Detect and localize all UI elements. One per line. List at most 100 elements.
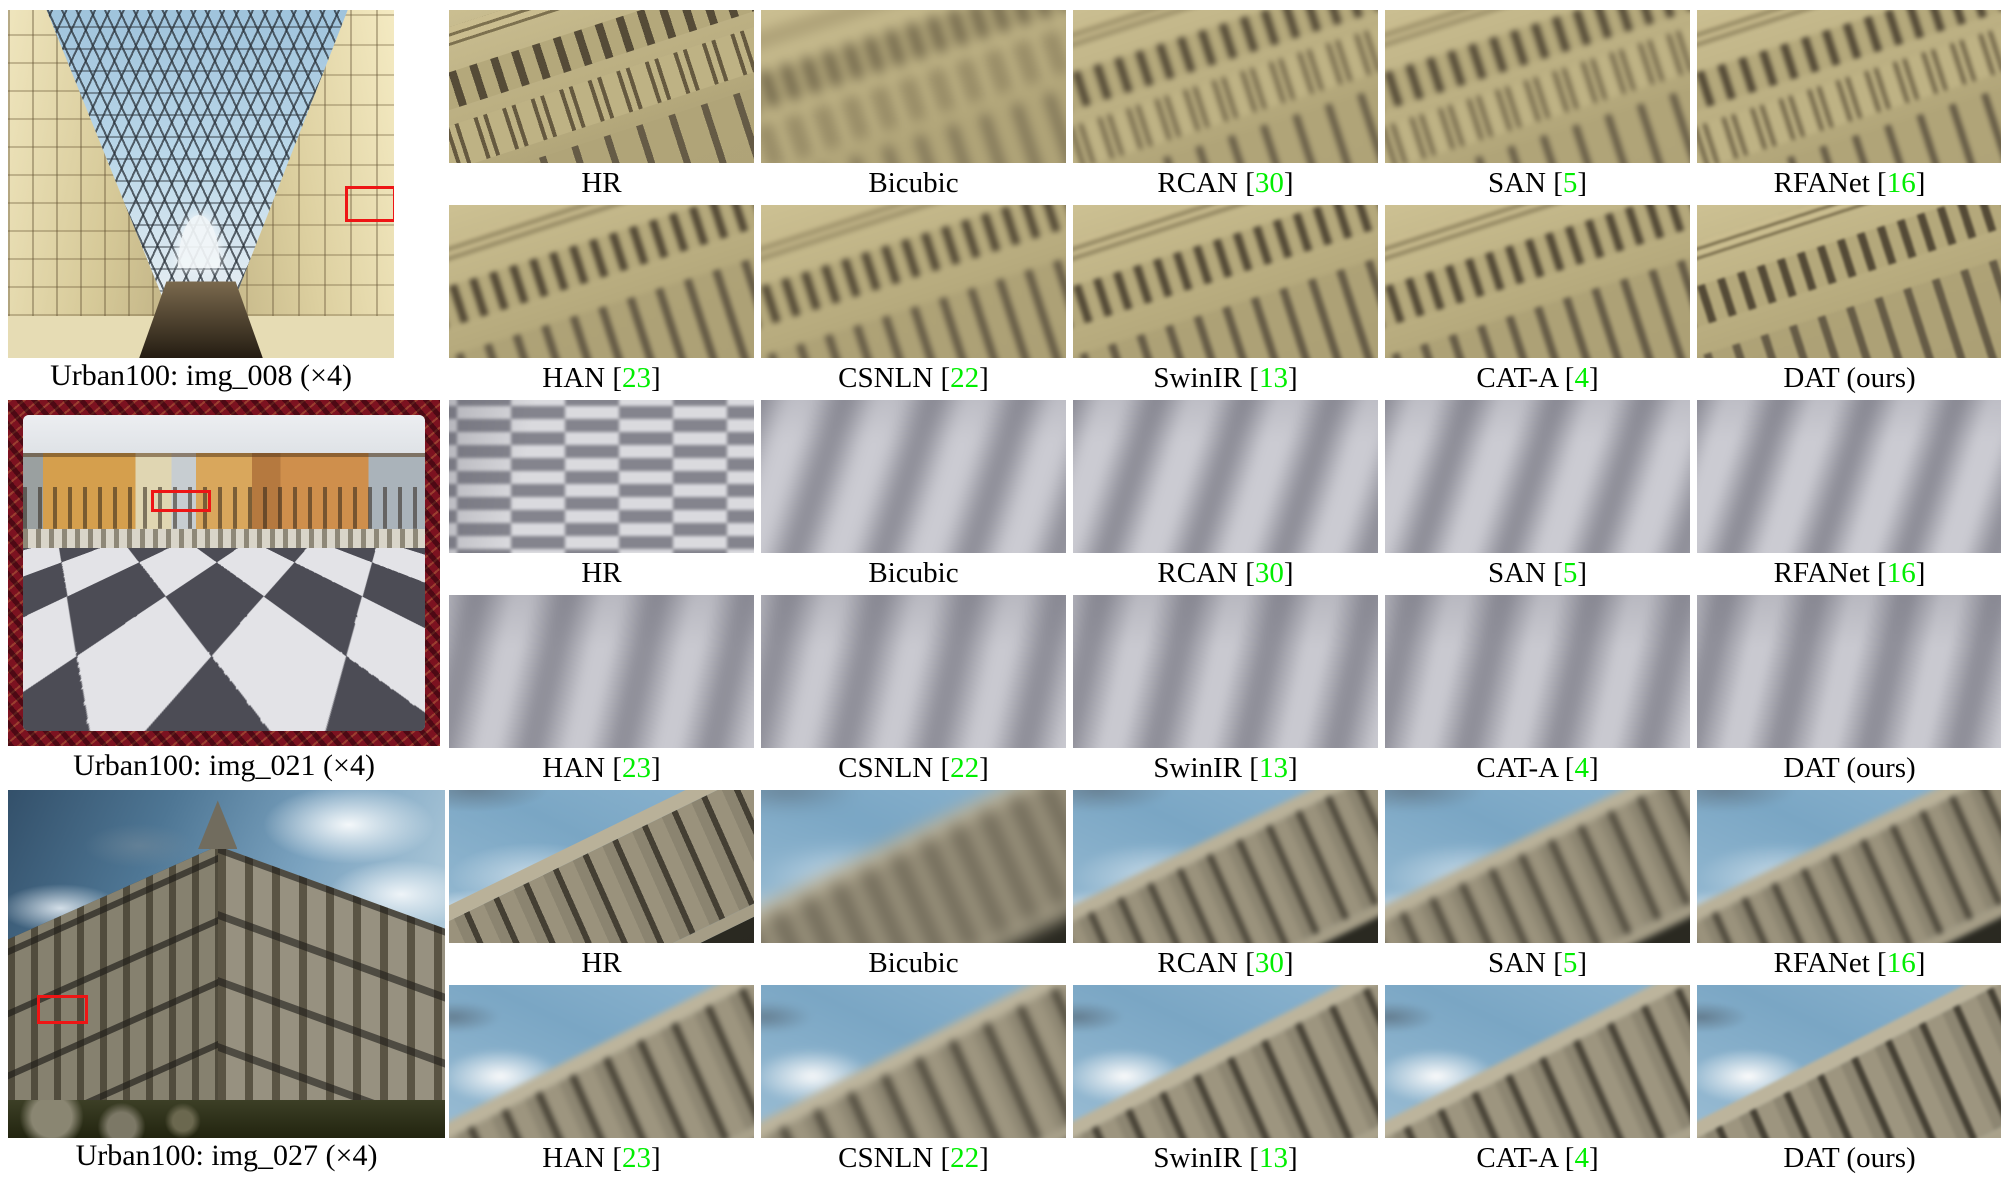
crop-tile-rcan-img027 <box>1073 790 1378 943</box>
crop-tile-image <box>761 10 1066 163</box>
crop-tile-san-img027 <box>1385 790 1690 943</box>
method-name: HR <box>581 557 622 589</box>
crop-region-box <box>37 995 88 1024</box>
method-name: DAT (ours) <box>1783 362 1916 394</box>
crop-tile-image <box>1385 985 1690 1138</box>
crop-tile-image <box>761 595 1066 748</box>
crop-tile-texture <box>1073 205 1378 358</box>
crop-tile-image <box>1385 595 1690 748</box>
method-label-dat-ours-img021: DAT (ours) <box>1697 748 2001 785</box>
crop-tile-texture <box>449 595 754 748</box>
citation-number: 23 <box>622 752 652 784</box>
crop-tile-texture <box>761 205 1066 358</box>
crop-tile-texture <box>449 10 754 163</box>
method-name: SAN <box>1487 947 1546 979</box>
method-label-hr-img027: HR <box>449 943 754 985</box>
crop-tile-csnln-img008 <box>761 205 1066 358</box>
method-label-csnln-img021: CSNLN [22] <box>838 752 989 784</box>
crop-tile-bicubic-img027 <box>761 790 1066 943</box>
crop-tile-texture <box>761 595 1066 748</box>
method-name: CAT-A <box>1476 1142 1558 1174</box>
method-name: Bicubic <box>868 947 959 979</box>
crop-tile-rcan-img021 <box>1073 400 1378 553</box>
method-name: Bicubic <box>868 557 959 589</box>
comparison-block-img008: Urban100: img_008 (×4) HR Bicubic RCAN [30]… <box>0 10 2001 395</box>
crop-tile-image <box>1697 205 2001 358</box>
method-name: RFANet <box>1773 167 1870 199</box>
method-label-cat-a-img021: CAT-A [4] <box>1476 752 1599 784</box>
crop-tile-image <box>1073 595 1378 748</box>
method-label-bicubic-img008: Bicubic <box>761 163 1066 205</box>
crop-tile-image <box>449 595 754 748</box>
crop-tile-image <box>761 400 1066 553</box>
crop-tile-image <box>449 400 754 553</box>
crop-tile-cat-a-img021 <box>1385 595 1690 748</box>
reference-image-part <box>23 452 425 529</box>
citation-number: 16 <box>1886 167 1916 199</box>
crop-tile-rfanet-img008 <box>1697 10 2001 163</box>
citation-number: 4 <box>1574 752 1589 784</box>
method-name: DAT (ours) <box>1783 1142 1916 1174</box>
citation-number: 4 <box>1574 362 1589 394</box>
crop-tile-image <box>1697 400 2001 553</box>
crop-tile-texture <box>761 10 1066 163</box>
crop-tile-image <box>449 205 754 358</box>
crop-tile-cat-a-img008 <box>1385 205 1690 358</box>
crop-tile-image <box>1073 985 1378 1138</box>
crop-tile-rfanet-img021 <box>1697 400 2001 553</box>
method-label-dat-ours-img008: DAT (ours) <box>1697 358 2001 395</box>
crop-tile-image <box>1073 10 1378 163</box>
crop-tile-swinir-img008 <box>1073 205 1378 358</box>
method-label-cat-a-img027: CAT-A [4] <box>1476 1142 1599 1174</box>
method-label-hr-img008: HR <box>449 163 754 205</box>
citation-number: 16 <box>1886 947 1916 979</box>
method-label-csnln-img008: CSNLN [22] <box>838 362 989 394</box>
crop-tile-texture <box>449 205 754 358</box>
citation-number: 22 <box>950 752 980 784</box>
crop-tile-image <box>1073 205 1378 358</box>
reference-cell-img008 <box>0 10 442 358</box>
method-name: SwinIR <box>1153 1142 1243 1174</box>
crop-tile-texture <box>1385 205 1690 358</box>
method-name: RCAN <box>1157 167 1238 199</box>
crop-tile-image <box>1697 595 2001 748</box>
crop-tile-bicubic-img008 <box>761 10 1066 163</box>
crop-tile-csnln-img021 <box>761 595 1066 748</box>
crop-tile-image <box>449 790 754 943</box>
method-label-csnln-img027: CSNLN [22] <box>838 1142 989 1174</box>
citation-number: 30 <box>1254 167 1284 199</box>
crop-region-box <box>151 490 211 512</box>
method-label-san-img027: SAN [5] <box>1487 947 1588 979</box>
crop-tile-texture <box>1385 400 1690 553</box>
crop-tile-image <box>449 985 754 1138</box>
crop-tile-image <box>1697 10 2001 163</box>
crop-tile-image <box>761 985 1066 1138</box>
crop-tile-swinir-img027 <box>1073 985 1378 1138</box>
method-label-han-img008: HAN [23] <box>542 362 661 394</box>
reference-image-part <box>23 415 425 731</box>
reference-image-img027 <box>8 790 445 1138</box>
reference-cell-img021 <box>0 400 442 748</box>
citation-number: 30 <box>1254 557 1284 589</box>
crop-tile-image <box>1385 205 1690 358</box>
reference-image-img021 <box>8 400 440 746</box>
method-name: RCAN <box>1157 947 1238 979</box>
method-name: CAT-A <box>1476 752 1558 784</box>
citation-number: 5 <box>1562 947 1578 979</box>
crop-tile-texture <box>1073 400 1378 553</box>
crop-tile-image <box>1385 400 1690 553</box>
method-name: CSNLN <box>838 362 934 394</box>
method-label-san-img021: SAN [5] <box>1487 557 1588 589</box>
reference-image-img008 <box>8 10 394 358</box>
method-label-dat-ours-img027: DAT (ours) <box>1697 1138 2001 1175</box>
method-name: HR <box>581 167 622 199</box>
crop-tile-han-img008 <box>449 205 754 358</box>
crop-tile-image <box>1385 790 1690 943</box>
crop-tile-bicubic-img021 <box>761 400 1066 553</box>
crop-tile-texture <box>1697 205 2001 358</box>
method-name: HAN <box>542 752 606 784</box>
citation-number: 22 <box>950 1142 980 1174</box>
crop-tile-dat-ours-img008 <box>1697 205 2001 358</box>
method-name: CAT-A <box>1476 362 1558 394</box>
